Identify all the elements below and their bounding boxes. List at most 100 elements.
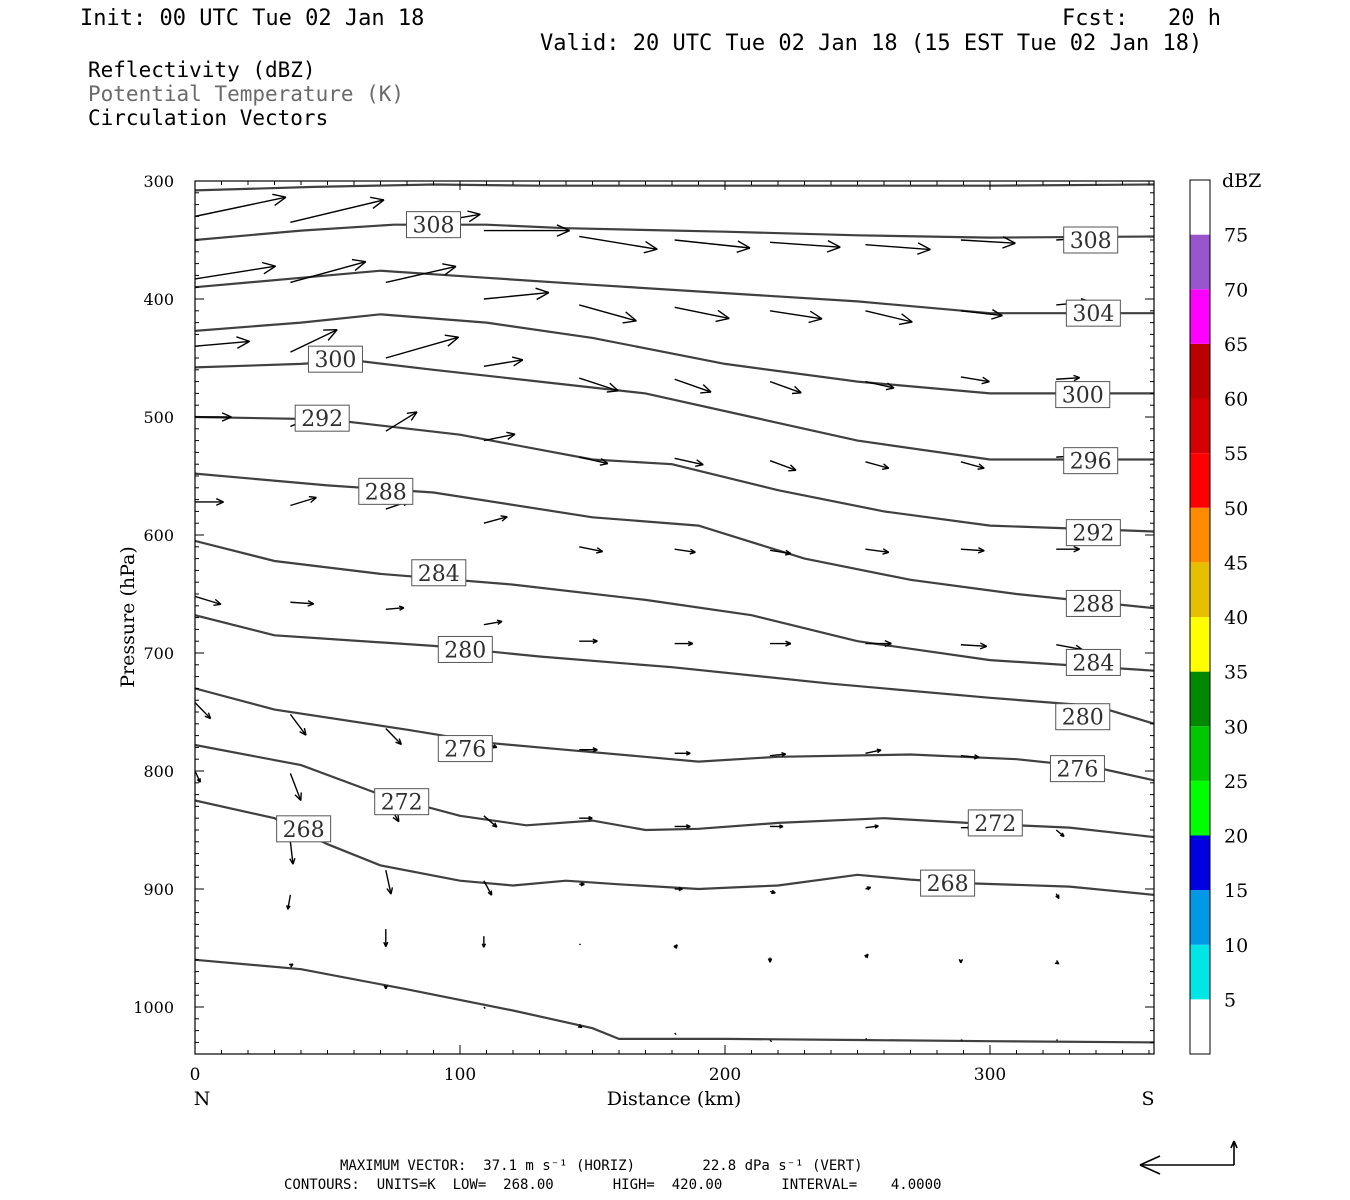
- circulation-vector: [674, 457, 704, 468]
- circulation-vector: [769, 380, 802, 395]
- svg-text:276: 276: [1056, 758, 1098, 783]
- circulation-vector: [674, 1032, 677, 1036]
- circulation-vector: [483, 880, 493, 896]
- reference-vector-icon: [1139, 1140, 1238, 1175]
- y-tick-label: 800: [143, 762, 174, 781]
- colorbar-label: 30: [1224, 716, 1248, 738]
- y-tick-label: 600: [143, 526, 174, 545]
- init-time-label: Init: 00 UTC Tue 02 Jan 18: [80, 6, 425, 31]
- colorbar-swatch: [1190, 944, 1210, 1000]
- svg-text:300: 300: [314, 348, 356, 373]
- theta-contour-label: 280: [1055, 703, 1111, 731]
- max-vector-note: MAXIMUM VECTOR: 37.1 m s⁻¹ (HORIZ) 22.8 …: [340, 1158, 863, 1174]
- circulation-vector: [674, 548, 696, 555]
- circulation-vector: [290, 495, 317, 507]
- svg-text:276: 276: [444, 738, 486, 763]
- circulation-vector: [770, 824, 784, 829]
- theta-contour-line: [195, 958, 1154, 1044]
- svg-text:296: 296: [1070, 450, 1112, 475]
- colorbar-label: 55: [1224, 443, 1248, 465]
- svg-text:268: 268: [927, 872, 969, 897]
- theta-contour-line: [195, 415, 1154, 533]
- circulation-vectors: [195, 193, 1104, 1043]
- circulation-vector: [383, 985, 389, 990]
- circulation-vector: [481, 936, 487, 948]
- circulation-vector: [865, 461, 890, 470]
- circulation-vector: [1054, 960, 1060, 965]
- circulation-vector: [674, 239, 751, 253]
- legend-circulation-vectors: Circulation Vectors: [88, 106, 329, 130]
- colorbar-frame: [1189, 179, 1211, 1055]
- circulation-vector: [769, 889, 776, 895]
- circulation-vector: [385, 605, 405, 611]
- circulation-vector: [865, 242, 931, 255]
- colorbar-label: 15: [1224, 880, 1248, 902]
- circulation-vector: [483, 224, 570, 237]
- svg-text:288: 288: [1072, 592, 1114, 617]
- colorbar-label: 65: [1224, 334, 1248, 356]
- circulation-vector: [385, 263, 457, 284]
- circulation-vector: [289, 841, 296, 865]
- circulation-vector: [286, 894, 292, 910]
- svg-text:308: 308: [1070, 229, 1112, 254]
- theta-contour-line: [195, 183, 1154, 192]
- theta-contour-label: 292: [294, 404, 350, 432]
- colorbar-label: 20: [1224, 826, 1248, 848]
- circulation-vector: [769, 1039, 773, 1043]
- svg-text:304: 304: [1072, 302, 1114, 327]
- circulation-vector: [865, 380, 895, 391]
- circulation-vector: [195, 498, 224, 506]
- circulation-vector: [674, 750, 691, 756]
- theta-contour-label: 276: [1049, 755, 1105, 783]
- forecast-hour-label: Fcst: 20 h: [1062, 6, 1221, 31]
- circulation-vector: [674, 824, 691, 829]
- x-axis-label: Distance (km): [607, 1088, 742, 1110]
- theta-contour-label: 268: [920, 869, 976, 897]
- circulation-vector: [960, 461, 985, 470]
- circulation-vector: [864, 953, 869, 959]
- theta-contour-line: [195, 687, 1154, 782]
- circulation-vector: [579, 546, 604, 554]
- north-label: N: [194, 1088, 211, 1110]
- axes: 300 400 500 600 700 800 900 1000 0 100 200 300 N S Dis…: [117, 172, 1155, 1110]
- circulation-vector: [674, 886, 683, 892]
- svg-text:288: 288: [365, 480, 407, 505]
- svg-text:284: 284: [418, 562, 460, 587]
- circulation-vector: [960, 376, 990, 385]
- colorbar-swatch: [1190, 398, 1210, 454]
- circulation-vector: [483, 287, 550, 301]
- colorbar-label: 5: [1224, 989, 1236, 1011]
- circulation-vector: [290, 329, 338, 353]
- colorbar-label: 60: [1224, 389, 1248, 411]
- y-tick-label: 400: [143, 290, 174, 309]
- colorbar-swatch: [1190, 726, 1210, 781]
- circulation-vector: [195, 193, 287, 218]
- theta-contour-line: [195, 472, 1154, 610]
- svg-text:272: 272: [974, 812, 1016, 837]
- theta-contour-label: 272: [374, 788, 430, 816]
- circulation-vector: [1056, 374, 1080, 382]
- circulation-vector: [1055, 829, 1065, 838]
- valid-time-label: Valid: 20 UTC Tue 02 Jan 18 (15 EST Tue …: [540, 31, 1203, 56]
- circulation-vector: [383, 929, 389, 948]
- svg-text:272: 272: [381, 791, 423, 816]
- colorbar-label: 75: [1224, 225, 1248, 247]
- circulation-vector: [769, 549, 792, 556]
- circulation-vector: [579, 304, 637, 324]
- theta-contour-label: 284: [411, 559, 467, 587]
- circulation-vector: [483, 431, 516, 442]
- x-tick-label: 100: [444, 1065, 476, 1085]
- circulation-vector: [289, 713, 307, 736]
- circulation-vector: [865, 748, 882, 754]
- colorbar-label: 45: [1224, 552, 1248, 574]
- theta-contour-label: 288: [1065, 589, 1121, 617]
- circulation-vector: [385, 728, 403, 746]
- south-label: S: [1141, 1088, 1154, 1110]
- colorbar-swatch: [1190, 289, 1210, 344]
- circulation-vector: [1056, 545, 1080, 553]
- x-tick-label: 0: [190, 1065, 201, 1085]
- colorbar-label: 70: [1224, 279, 1248, 301]
- circulation-vector: [195, 770, 201, 783]
- circulation-vector: [673, 944, 678, 949]
- circulation-vector: [958, 959, 964, 964]
